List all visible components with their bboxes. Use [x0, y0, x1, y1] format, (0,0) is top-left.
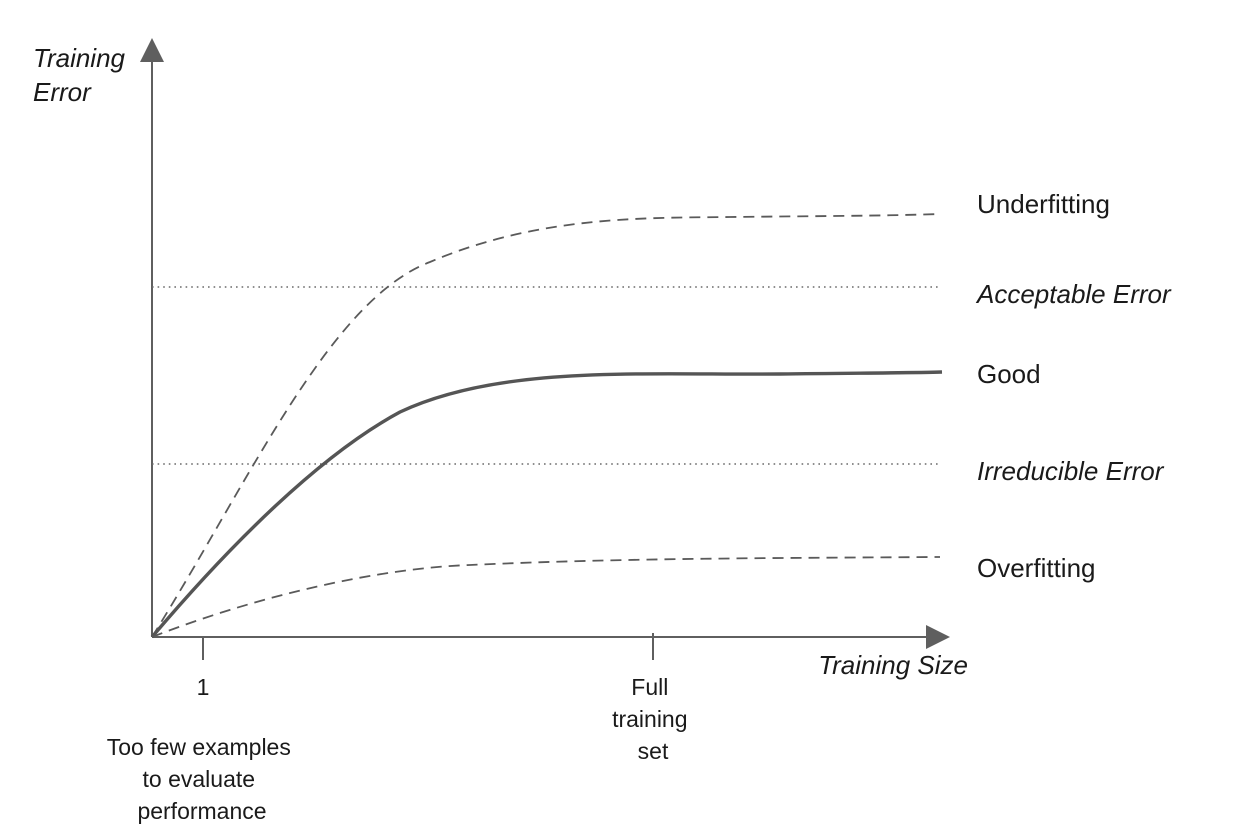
curves [150, 213, 943, 639]
underfitting-curve [151, 213, 941, 638]
acceptable-error-label: Acceptable Error [975, 279, 1172, 309]
note-line: Too few examples [107, 734, 291, 760]
axes [140, 38, 950, 649]
reference-lines [152, 286, 938, 465]
overfitting-curve [151, 556, 941, 638]
note-line: to evaluate [143, 766, 256, 792]
tick-label-line: Full [631, 674, 668, 700]
underfitting-label: Underfitting [977, 189, 1110, 219]
tick-label-line: set [638, 738, 669, 764]
tick-label-full-training-set: Full training set [612, 674, 694, 764]
note-line: performance [137, 798, 266, 824]
tick-label-line: training [612, 706, 687, 732]
good-label: Good [977, 359, 1041, 389]
y-axis-title-line: Error [33, 77, 92, 107]
good-curve [150, 370, 943, 639]
y-axis-title-line: Training [33, 43, 126, 73]
too-few-examples-note: Too few examples to evaluate performance [107, 734, 297, 824]
x-axis-title: Training Size [818, 650, 968, 680]
overfitting-label: Overfitting [977, 553, 1096, 583]
irreducible-error-label: Irreducible Error [977, 456, 1165, 486]
x-ticks [202, 633, 654, 660]
tick-label-one: 1 [197, 674, 210, 700]
tick-label-line: 1 [197, 674, 210, 700]
y-axis-title: Training Error [33, 43, 132, 107]
